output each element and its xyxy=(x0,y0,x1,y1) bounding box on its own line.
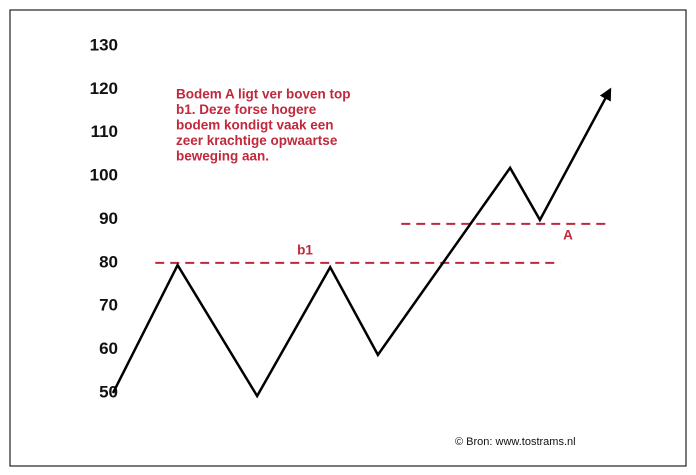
annotation: b1. Deze forse hogere xyxy=(176,102,317,117)
y-tick-label: 100 xyxy=(90,166,118,185)
y-tick-label: 110 xyxy=(91,122,118,141)
reference-label: A xyxy=(563,227,573,242)
y-tick-label: 90 xyxy=(99,209,118,228)
annotation: Bodem A ligt ver boven top xyxy=(176,87,351,102)
y-tick-label: 80 xyxy=(99,252,118,271)
y-tick-label: 130 xyxy=(90,35,118,54)
annotation: beweging aan. xyxy=(176,149,269,164)
y-tick-label: 60 xyxy=(99,339,118,358)
annotation: zeer krachtige opwaartse xyxy=(176,133,338,148)
y-tick-label: 70 xyxy=(99,296,118,315)
frame xyxy=(9,9,687,467)
y-tick-label: 50 xyxy=(99,382,118,401)
annotation: bodem kondigt vaak een xyxy=(176,118,334,133)
y-tick-label: 120 xyxy=(90,79,118,98)
source: © Bron: www.tostrams.nl xyxy=(455,436,576,448)
reference-label: b1 xyxy=(297,242,313,257)
price-line xyxy=(111,87,612,399)
